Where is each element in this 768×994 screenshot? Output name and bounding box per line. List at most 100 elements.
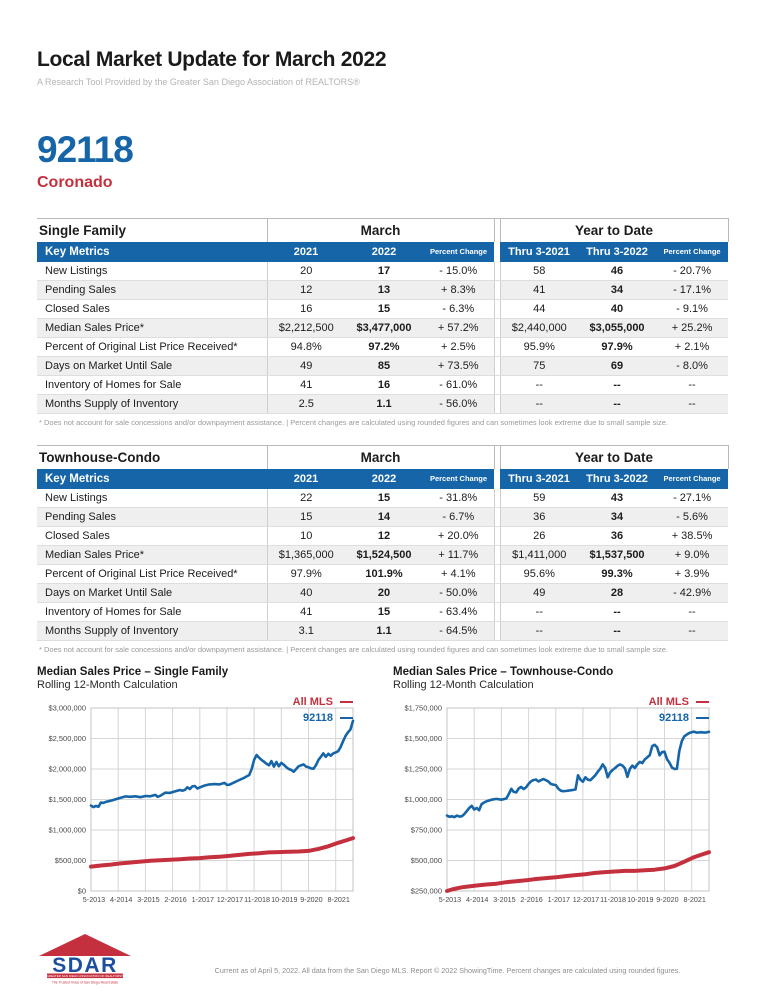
cell-thru-2022: 69 bbox=[578, 356, 657, 376]
metric-label: Inventory of Homes for Sale bbox=[37, 602, 268, 622]
cell-thru-2021: 36 bbox=[500, 507, 579, 527]
table-row: Pending Sales 15 14 - 6.7% 36 34 - 5.6% bbox=[37, 507, 729, 527]
metric-label: Months Supply of Inventory bbox=[37, 621, 268, 641]
page-footer: SDAR GREATER SAN DIEGO ASSOCIATION OF RE… bbox=[37, 933, 732, 985]
cell-pct-change: -- bbox=[656, 394, 729, 414]
cell-2021: 97.9% bbox=[267, 564, 345, 584]
x-tick-label: 3-2015 bbox=[493, 895, 515, 904]
group-gap bbox=[493, 526, 501, 546]
table-row: Inventory of Homes for Sale 41 16 - 61.0… bbox=[37, 375, 729, 395]
cell-pct-change: + 4.1% bbox=[423, 564, 495, 584]
legend-item-all-mls: All MLS bbox=[293, 694, 353, 710]
cell-thru-2021: -- bbox=[500, 394, 579, 414]
x-tick-label: 2-2016 bbox=[164, 895, 186, 904]
cell-thru-2021: -- bbox=[500, 375, 579, 395]
x-tick-label: 12-2017 bbox=[217, 895, 243, 904]
single-family-section: Single Family March Year to Date Key Met… bbox=[37, 218, 732, 427]
cell-pct-change: + 73.5% bbox=[423, 356, 495, 376]
group-gap bbox=[493, 545, 501, 565]
group-gap bbox=[493, 356, 501, 376]
cell-pct-change: + 9.0% bbox=[656, 545, 729, 565]
single-family-chart: Median Sales Price – Single Family Rolli… bbox=[37, 666, 359, 909]
key-metrics-header: Key Metrics bbox=[37, 468, 267, 489]
charts-row: Median Sales Price – Single Family Rolli… bbox=[37, 666, 732, 909]
cell-thru-2021: 95.6% bbox=[500, 564, 579, 584]
cell-pct-change: -- bbox=[656, 602, 729, 622]
table-title: Townhouse-Condo bbox=[37, 445, 267, 469]
group-gap bbox=[493, 488, 501, 508]
metric-label: Median Sales Price* bbox=[37, 318, 268, 338]
cell-thru-2022: -- bbox=[578, 375, 657, 395]
march-group-header: March bbox=[266, 218, 495, 242]
cell-thru-2021: 58 bbox=[500, 261, 579, 281]
legend-label: 92118 bbox=[303, 712, 333, 724]
cell-thru-2021: 41 bbox=[500, 280, 579, 300]
cell-thru-2021: 59 bbox=[500, 488, 579, 508]
metric-label: Percent of Original List Price Received* bbox=[37, 337, 268, 357]
logo-letters: SDAR bbox=[52, 954, 118, 977]
cell-pct-change: + 2.5% bbox=[423, 337, 495, 357]
cell-pct-change: + 38.5% bbox=[656, 526, 729, 546]
plot-border bbox=[90, 707, 354, 892]
cell-2022: 15 bbox=[345, 602, 423, 622]
cell-thru-2022: 97.9% bbox=[578, 337, 657, 357]
cell-pct-change: - 5.6% bbox=[656, 507, 729, 527]
y-tick-label: $1,250,000 bbox=[404, 765, 442, 774]
cell-2022: 14 bbox=[345, 507, 423, 527]
table-row: Percent of Original List Price Received*… bbox=[37, 337, 729, 357]
cell-thru-2021: $2,440,000 bbox=[500, 318, 579, 338]
legend-item-zip: 92118 bbox=[293, 710, 353, 726]
cell-thru-2022: 34 bbox=[578, 280, 657, 300]
cell-pct-change: -- bbox=[656, 375, 729, 395]
group-gap bbox=[494, 445, 501, 469]
group-gap bbox=[493, 602, 501, 622]
metric-label: Days on Market Until Sale bbox=[37, 583, 268, 603]
single-family-table: Single Family March Year to Date Key Met… bbox=[37, 218, 729, 414]
table-footnote: * Does not account for sale concessions … bbox=[39, 418, 668, 427]
cell-pct-change: - 6.3% bbox=[423, 299, 495, 319]
cell-pct-change: + 11.7% bbox=[423, 545, 495, 565]
zip-line-swatch-icon bbox=[340, 716, 353, 720]
y-tick-label: $0 bbox=[78, 887, 86, 896]
cell-thru-2021: -- bbox=[500, 602, 579, 622]
cell-thru-2022: 36 bbox=[578, 526, 657, 546]
group-gap bbox=[494, 218, 501, 242]
table-row: Months Supply of Inventory 2.5 1.1 - 56.… bbox=[37, 394, 729, 414]
y-tick-label: $1,500,000 bbox=[48, 795, 86, 804]
sdar-logo: SDAR GREATER SAN DIEGO ASSOCIATION OF RE… bbox=[39, 934, 131, 985]
chart-legend: All MLS 92118 bbox=[293, 694, 353, 726]
metric-label: Closed Sales bbox=[37, 526, 268, 546]
group-gap bbox=[493, 280, 501, 300]
cell-pct-change: - 61.0% bbox=[423, 375, 495, 395]
townhouse-condo-table: Townhouse-Condo March Year to Date Key M… bbox=[37, 445, 729, 641]
cell-pct-change: - 50.0% bbox=[423, 583, 495, 603]
table-row: Days on Market Until Sale 49 85 + 73.5% … bbox=[37, 356, 729, 376]
group-gap bbox=[493, 394, 501, 414]
cell-thru-2022: 43 bbox=[578, 488, 657, 508]
y-tick-label: $500,000 bbox=[55, 856, 86, 865]
cell-thru-2021: 95.9% bbox=[500, 337, 579, 357]
plot-border bbox=[446, 707, 710, 892]
cell-2021: 49 bbox=[267, 356, 345, 376]
table-row: Median Sales Price* $1,365,000 $1,524,50… bbox=[37, 545, 729, 565]
x-tick-label: 5-2013 bbox=[83, 895, 105, 904]
cell-thru-2022: 46 bbox=[578, 261, 657, 281]
y-tick-label: $2,500,000 bbox=[48, 734, 86, 743]
col-header: Thru 3-2022 bbox=[578, 241, 657, 262]
x-tick-label: 5-2013 bbox=[439, 895, 461, 904]
cell-pct-change: + 2.1% bbox=[656, 337, 729, 357]
cell-2022: 16 bbox=[345, 375, 423, 395]
cell-thru-2021: 75 bbox=[500, 356, 579, 376]
all-mls-line bbox=[89, 836, 355, 869]
col-header: 2022 bbox=[345, 468, 423, 489]
table-row: Days on Market Until Sale 40 20 - 50.0% … bbox=[37, 583, 729, 603]
group-header-row: Townhouse-Condo March Year to Date bbox=[37, 445, 729, 469]
metric-label: Inventory of Homes for Sale bbox=[37, 375, 268, 395]
cell-2022: 1.1 bbox=[345, 394, 423, 414]
table-row: Pending Sales 12 13 + 8.3% 41 34 - 17.1% bbox=[37, 280, 729, 300]
x-tick-label: 1-2017 bbox=[192, 895, 214, 904]
cell-thru-2022: 99.3% bbox=[578, 564, 657, 584]
group-gap bbox=[493, 583, 501, 603]
metric-label: Closed Sales bbox=[37, 299, 268, 319]
